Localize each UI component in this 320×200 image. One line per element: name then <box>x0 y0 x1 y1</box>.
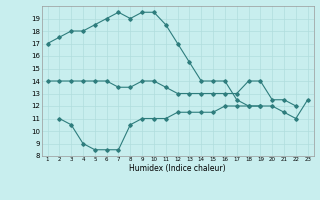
X-axis label: Humidex (Indice chaleur): Humidex (Indice chaleur) <box>129 164 226 173</box>
